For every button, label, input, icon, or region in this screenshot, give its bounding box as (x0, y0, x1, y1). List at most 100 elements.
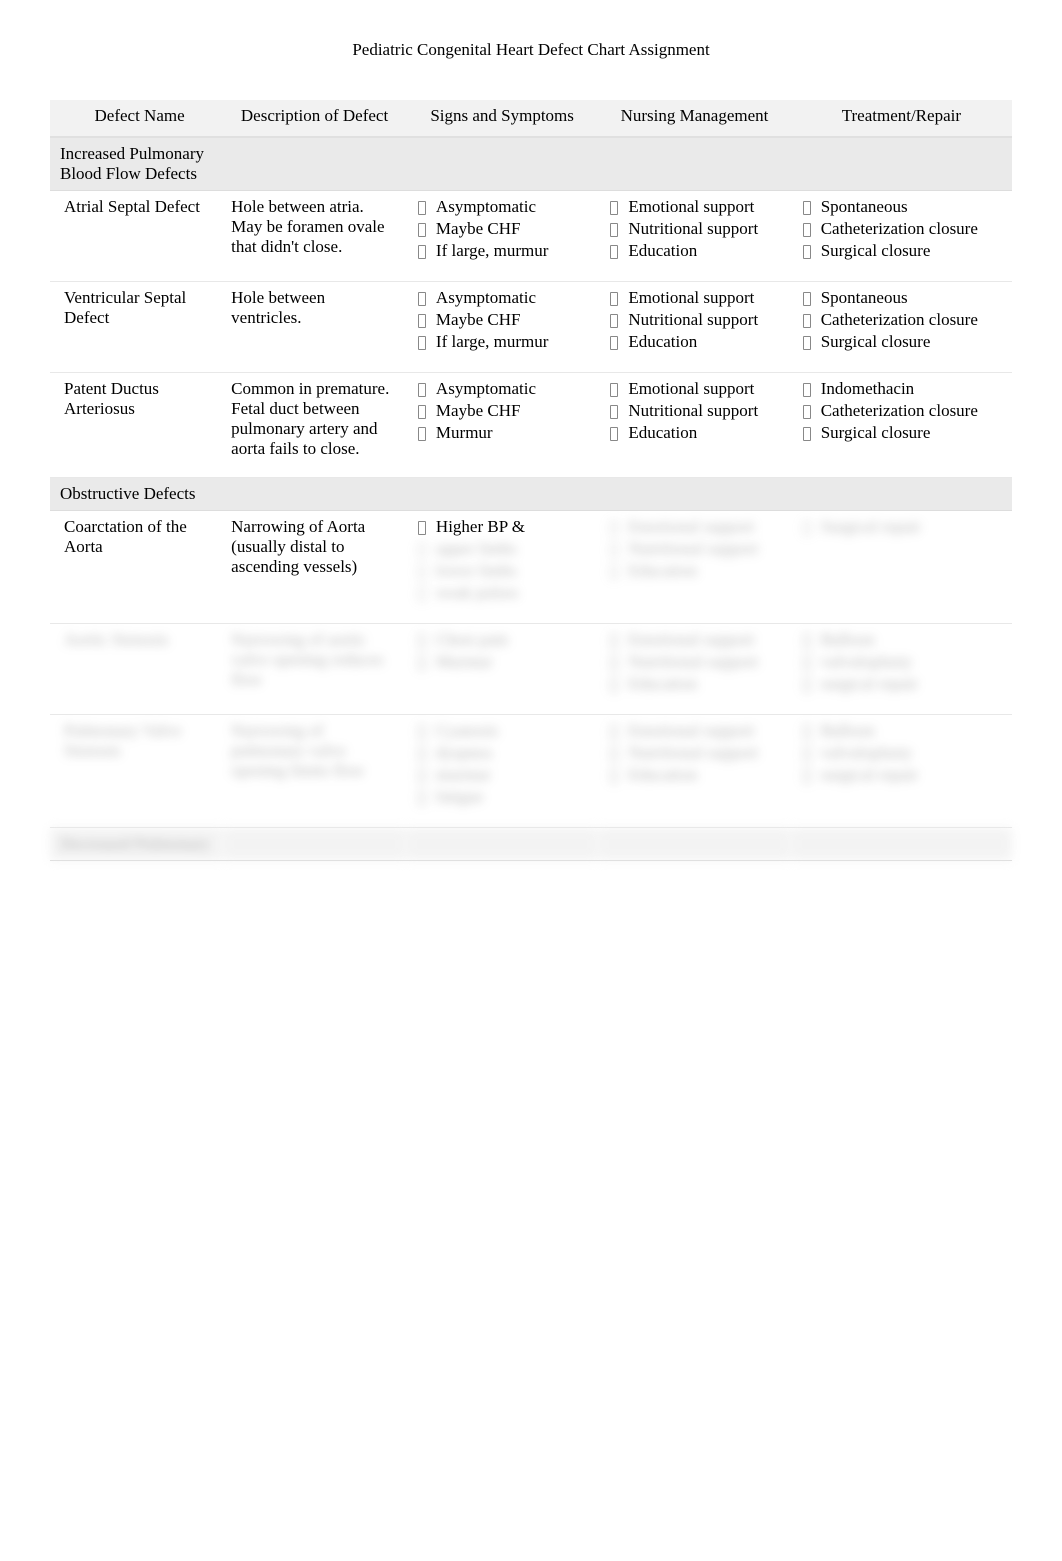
signs-cell: Higher BP & upper limbs lower limbs weak… (406, 511, 598, 624)
list-item: Emotional support (606, 379, 782, 399)
section-row-increased-pulmonary: Increased Pulmonary Blood Flow Defects (50, 137, 1012, 191)
treatment-cell: Spontaneous Catheterization closure Surg… (791, 191, 1012, 282)
list-item: Spontaneous (799, 197, 1004, 217)
list-item: Asymptomatic (414, 379, 590, 399)
list-item: Maybe CHF (414, 401, 590, 421)
list-item: Surgical repair (799, 517, 1004, 537)
description-cell: Narrowing of pulmonary valve opening lim… (223, 715, 406, 828)
list-item: valvuloplasty (799, 743, 1004, 763)
section-row-obstructive: Obstructive Defects (50, 478, 1012, 511)
list-item: Surgical closure (799, 423, 1004, 443)
list-item: valvuloplasty (799, 652, 1004, 672)
list-item: Education (606, 765, 782, 785)
list-item: Education (606, 561, 782, 581)
signs-cell: Asymptomatic Maybe CHF If large, murmur (406, 282, 598, 373)
treatment-cell: Surgical repair (791, 511, 1012, 624)
nursing-cell: Emotional support Nutritional support Ed… (598, 624, 790, 715)
list-item: Education (606, 674, 782, 694)
nursing-cell: Emotional support Nutritional support Ed… (598, 191, 790, 282)
signs-cell: Asymptomatic Maybe CHF Murmur (406, 373, 598, 478)
treatment-cell: Spontaneous Catheterization closure Surg… (791, 282, 1012, 373)
list-item: Asymptomatic (414, 197, 590, 217)
treatment-cell: Balloon valvuloplasty surgical repair (791, 624, 1012, 715)
nursing-cell: Emotional support Nutritional support Ed… (598, 282, 790, 373)
section-row-blurred: Decreased Pulmonary (50, 828, 1012, 861)
list-item: Nutritional support (606, 743, 782, 763)
list-item: Emotional support (606, 288, 782, 308)
list-item: dyspnea (414, 743, 590, 763)
list-item: Education (606, 423, 782, 443)
defect-name-cell: Atrial Septal Defect (50, 191, 223, 282)
list-item: Education (606, 241, 782, 261)
page-title: Pediatric Congenital Heart Defect Chart … (50, 40, 1012, 60)
table-row: Atrial Septal Defect Hole between atria.… (50, 191, 1012, 282)
list-item: weak pulses (414, 583, 590, 603)
list-item: Chest pain (414, 630, 590, 650)
list-item: Emotional support (606, 517, 782, 537)
defect-table: Defect Name Description of Defect Signs … (50, 100, 1012, 861)
list-item: If large, murmur (414, 332, 590, 352)
table-row: Patent Ductus Arteriosus Common in prema… (50, 373, 1012, 478)
list-item: Maybe CHF (414, 219, 590, 239)
list-item: Nutritional support (606, 310, 782, 330)
list-item: Balloon (799, 721, 1004, 741)
list-item: Surgical closure (799, 241, 1004, 261)
list-item: Catheterization closure (799, 219, 1004, 239)
description-cell: Common in premature. Fetal duct between … (223, 373, 406, 478)
signs-cell: Chest pain Murmur (406, 624, 598, 715)
col-treatment: Treatment/Repair (791, 100, 1012, 137)
list-item: Emotional support (606, 197, 782, 217)
list-item: Balloon (799, 630, 1004, 650)
list-item: Spontaneous (799, 288, 1004, 308)
list-item: Surgical closure (799, 332, 1004, 352)
defect-name-cell: Ventricular Septal Defect (50, 282, 223, 373)
list-item: Nutritional support (606, 219, 782, 239)
signs-cell: Cyanosis dyspnea murmur fatigue (406, 715, 598, 828)
list-item: Higher BP & (414, 517, 590, 537)
table-header-row: Defect Name Description of Defect Signs … (50, 100, 1012, 137)
list-item: Maybe CHF (414, 310, 590, 330)
defect-name-cell: Coarctation of the Aorta (50, 511, 223, 624)
nursing-cell: Emotional support Nutritional support Ed… (598, 511, 790, 624)
list-item: Catheterization closure (799, 401, 1004, 421)
list-item: Nutritional support (606, 401, 782, 421)
section-label: Increased Pulmonary Blood Flow Defects (50, 137, 223, 191)
nursing-cell: Emotional support Nutritional support Ed… (598, 373, 790, 478)
list-item: Emotional support (606, 630, 782, 650)
table-row-blurred: Pulmonary Valve Stenosis Narrowing of pu… (50, 715, 1012, 828)
nursing-cell: Emotional support Nutritional support Ed… (598, 715, 790, 828)
description-cell: Narrowing of Aorta (usually distal to as… (223, 511, 406, 624)
section-label: Obstructive Defects (50, 478, 223, 511)
col-nursing: Nursing Management (598, 100, 790, 137)
table-row: Ventricular Septal Defect Hole between v… (50, 282, 1012, 373)
defect-name-cell: Patent Ductus Arteriosus (50, 373, 223, 478)
list-item: lower limbs (414, 561, 590, 581)
list-item: surgical repair (799, 765, 1004, 785)
list-item: Indomethacin (799, 379, 1004, 399)
list-item: upper limbs (414, 539, 590, 559)
description-cell: Hole between ventricles. (223, 282, 406, 373)
list-item: Nutritional support (606, 539, 782, 559)
list-item: Education (606, 332, 782, 352)
list-item: If large, murmur (414, 241, 590, 261)
section-label: Decreased Pulmonary (50, 828, 223, 861)
description-cell: Narrowing of aortic valve opening reduce… (223, 624, 406, 715)
col-description: Description of Defect (223, 100, 406, 137)
defect-name-cell: Aortic Stenosis (50, 624, 223, 715)
table-row: Coarctation of the Aorta Narrowing of Ao… (50, 511, 1012, 624)
list-item: Murmur (414, 652, 590, 672)
signs-cell: Asymptomatic Maybe CHF If large, murmur (406, 191, 598, 282)
treatment-cell: Balloon valvuloplasty surgical repair (791, 715, 1012, 828)
list-item: surgical repair (799, 674, 1004, 694)
defect-name-cell: Pulmonary Valve Stenosis (50, 715, 223, 828)
list-item: Nutritional support (606, 652, 782, 672)
list-item: murmur (414, 765, 590, 785)
description-cell: Hole between atria. May be foramen ovale… (223, 191, 406, 282)
col-signs: Signs and Symptoms (406, 100, 598, 137)
list-item: Asymptomatic (414, 288, 590, 308)
col-defect-name: Defect Name (50, 100, 223, 137)
list-item: Murmur (414, 423, 590, 443)
list-item: fatigue (414, 787, 590, 807)
treatment-cell: Indomethacin Catheterization closure Sur… (791, 373, 1012, 478)
list-item: Cyanosis (414, 721, 590, 741)
